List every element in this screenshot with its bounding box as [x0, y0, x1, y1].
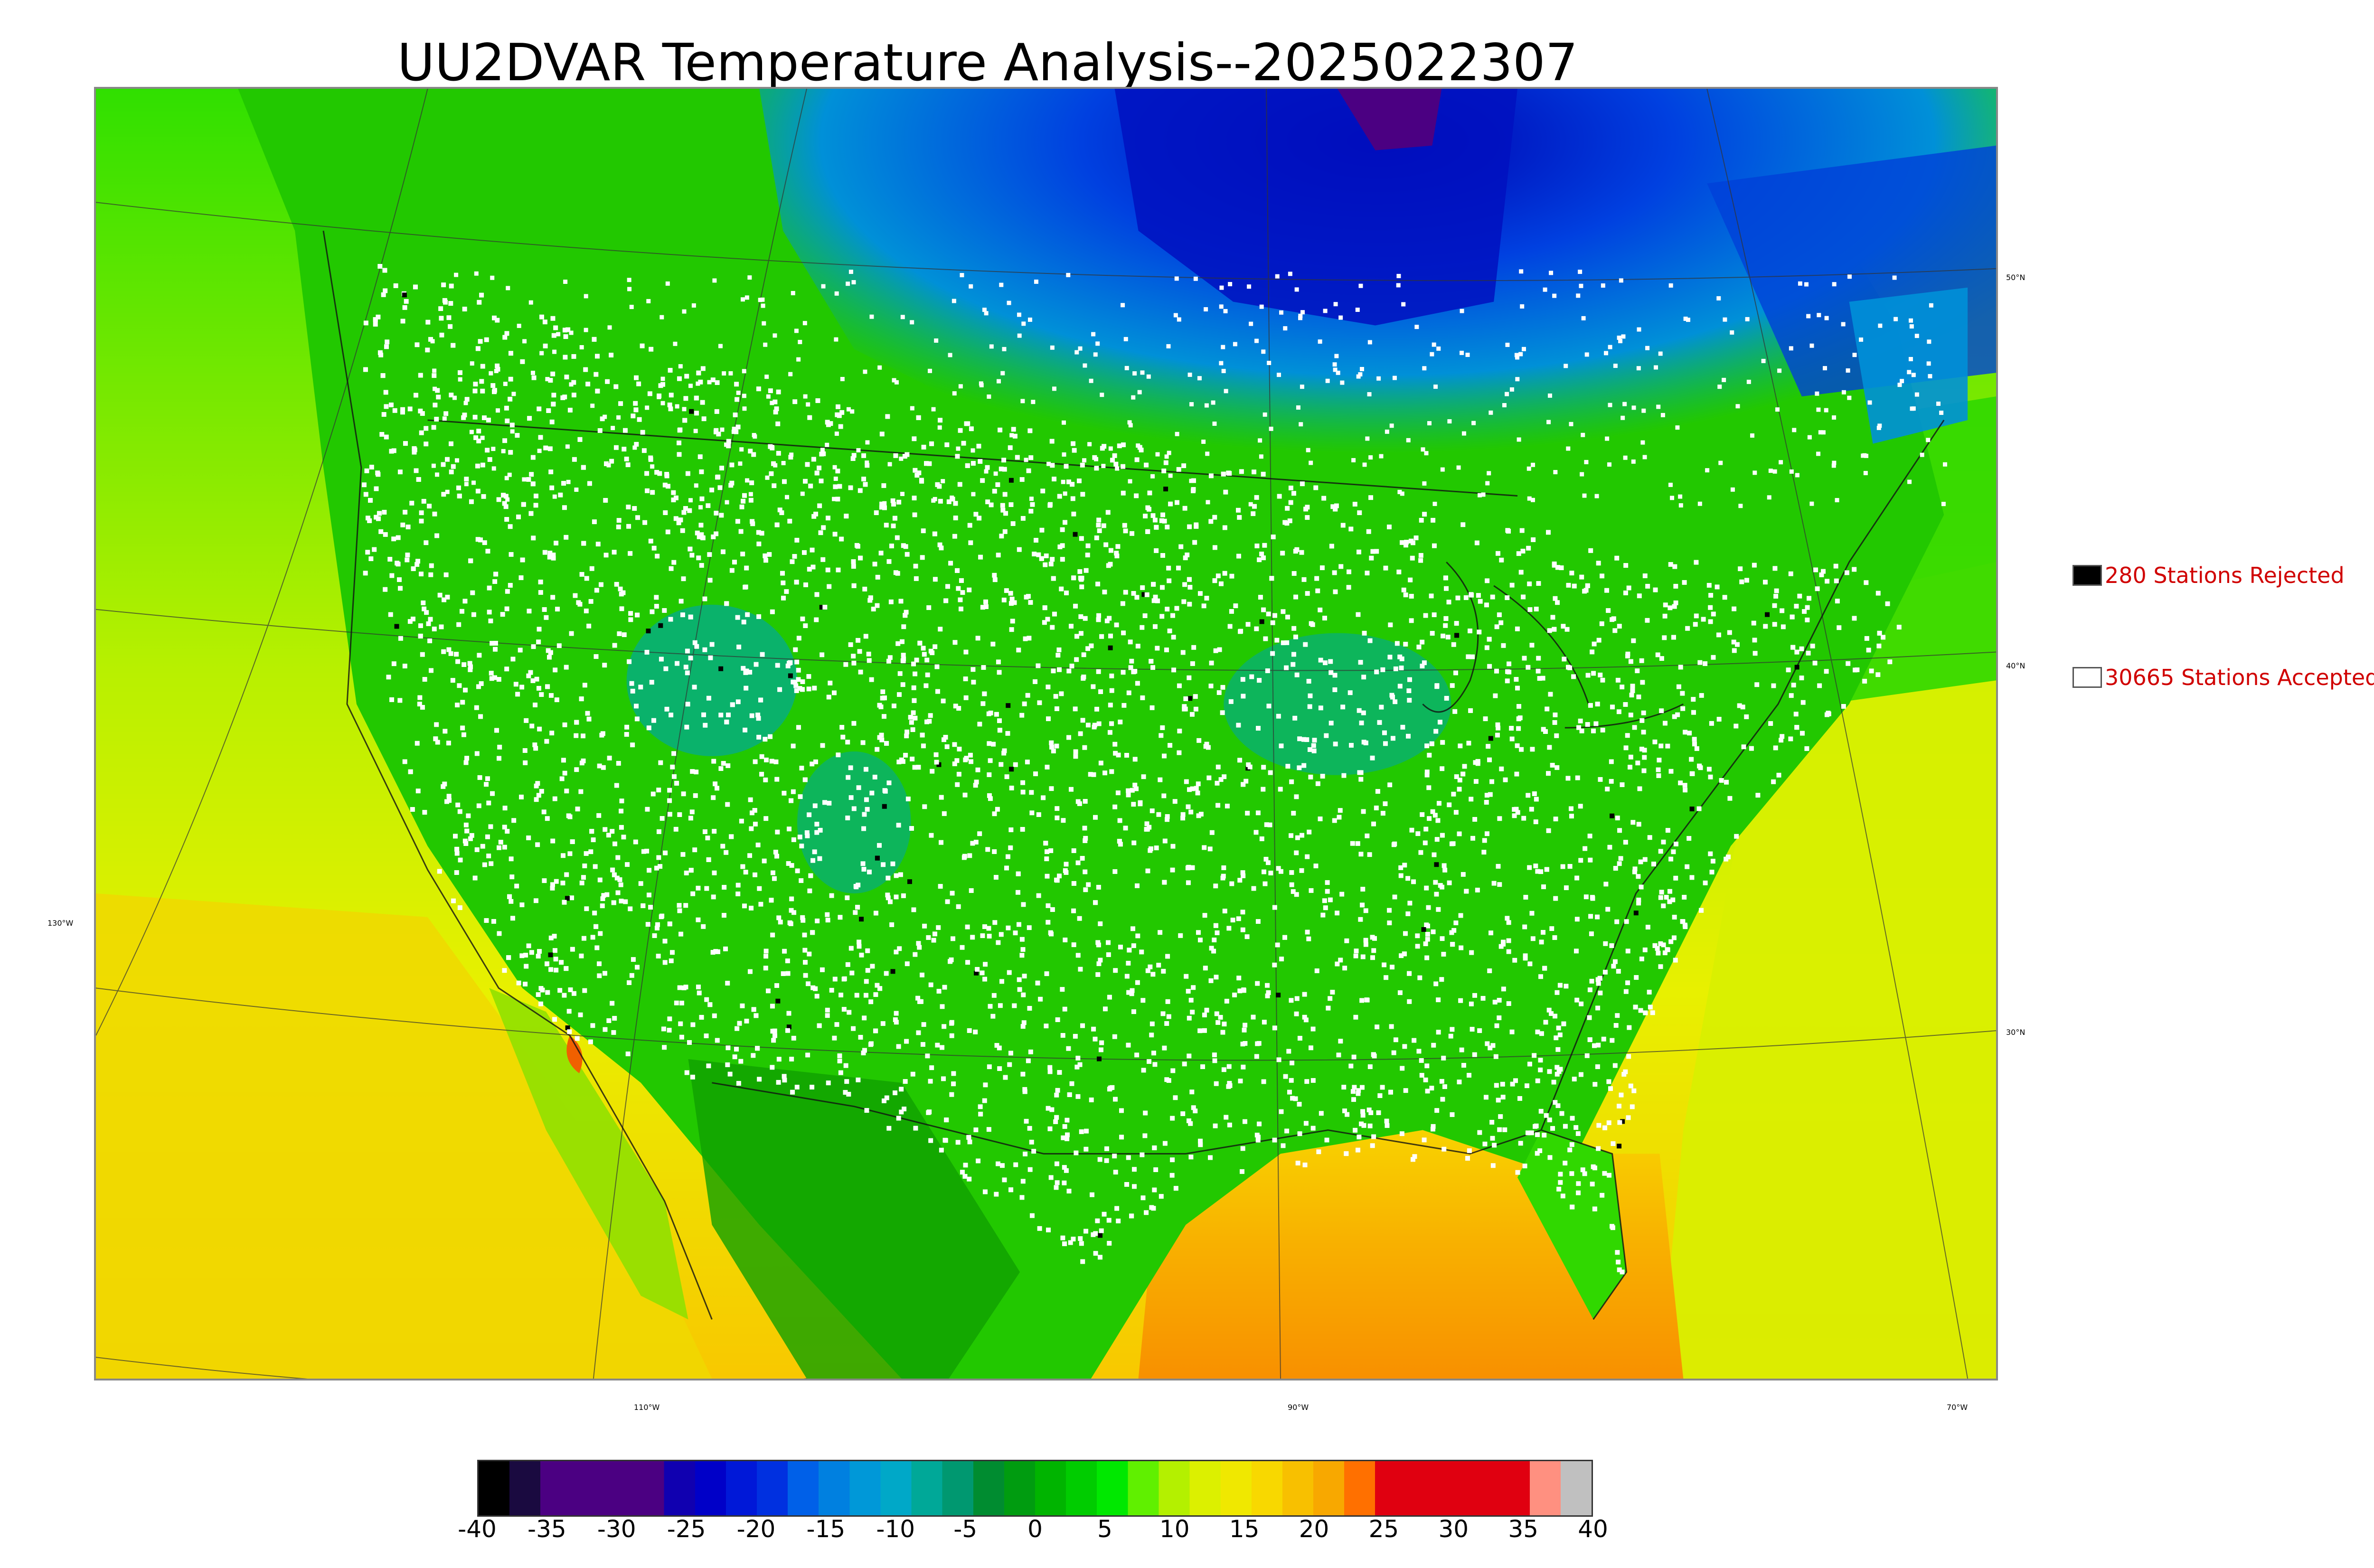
- rockies-cool-patch: [626, 604, 798, 756]
- colorbar-tick-label: 25: [1368, 1515, 1399, 1543]
- colorbar-tick-label: -5: [953, 1515, 978, 1543]
- lon-label-110: 110°W: [634, 1403, 660, 1412]
- colorbar-tick-label: -40: [458, 1515, 497, 1543]
- colorbar-tick-label: -30: [597, 1515, 636, 1543]
- midwest-cool-patch: [1224, 633, 1451, 775]
- graticule: [96, 89, 1996, 1379]
- florida: [1517, 1130, 1627, 1320]
- mexico-land: [688, 1059, 1020, 1379]
- lon-label-90: 90°W: [1288, 1403, 1309, 1412]
- colorbar-tick-label: 35: [1508, 1515, 1538, 1543]
- rejected-label: 280 Stations Rejected: [2105, 563, 2345, 588]
- lon-label-130: 130°W: [47, 919, 74, 928]
- cold-core: [1114, 89, 1518, 326]
- lat-label-30: 30°N: [2006, 1028, 2025, 1037]
- lat-label-50: 50°N: [2006, 273, 2025, 282]
- colorbar-tick-label: 15: [1229, 1515, 1260, 1543]
- temperature-map: [94, 87, 1998, 1380]
- lon-label-70: 70°W: [1947, 1403, 1968, 1412]
- hot-spot-sonora: [566, 1035, 583, 1073]
- colorbar-tick-label: -10: [876, 1515, 915, 1543]
- colorbar-tick-label: 40: [1578, 1515, 1608, 1543]
- colorbar-ticks: -40 -35 -30 -25 -20 -15 -10 -5 0 5 10 15 20 25 30 35 40: [458, 1515, 1608, 1544]
- coastlines: [322, 230, 1945, 1320]
- pacific-south: [96, 893, 712, 1379]
- colorbar-tick-label: 30: [1438, 1515, 1469, 1543]
- colorbar-tick-label: 10: [1159, 1515, 1190, 1543]
- baja-peninsula: [489, 988, 688, 1320]
- colorbar-tick-label: 5: [1097, 1515, 1112, 1543]
- legend-rejected: 280 Stations Rejected: [2073, 563, 2345, 588]
- canada-cold-region: [759, 89, 1996, 610]
- temperature-colorbar: [477, 1460, 1593, 1517]
- colorbar-tick-label: 0: [1027, 1515, 1043, 1543]
- atlantic-ocean: [1659, 562, 1996, 1379]
- accepted-label: 30665 Stations Accepted: [2105, 665, 2374, 690]
- colorbar-tick-label: 20: [1299, 1515, 1329, 1543]
- colorbar-tick-label: -15: [806, 1515, 846, 1543]
- accepted-swatch: [2073, 667, 2102, 688]
- colorbar-tick-label: -35: [528, 1515, 566, 1543]
- colorbar-tick-label: -25: [667, 1515, 706, 1543]
- colorbar-tick-label: -20: [736, 1515, 776, 1543]
- page-title: UU2DVAR Temperature Analysis--2025022307: [397, 33, 1578, 93]
- legend-accepted: 30665 Stations Accepted: [2073, 665, 2374, 690]
- rejected-swatch: [2073, 565, 2102, 586]
- colorado-cool-patch: [797, 751, 911, 894]
- station-markers: [361, 264, 1948, 1275]
- lat-label-40: 40°N: [2006, 661, 2025, 670]
- coldest-core: [1337, 89, 1442, 150]
